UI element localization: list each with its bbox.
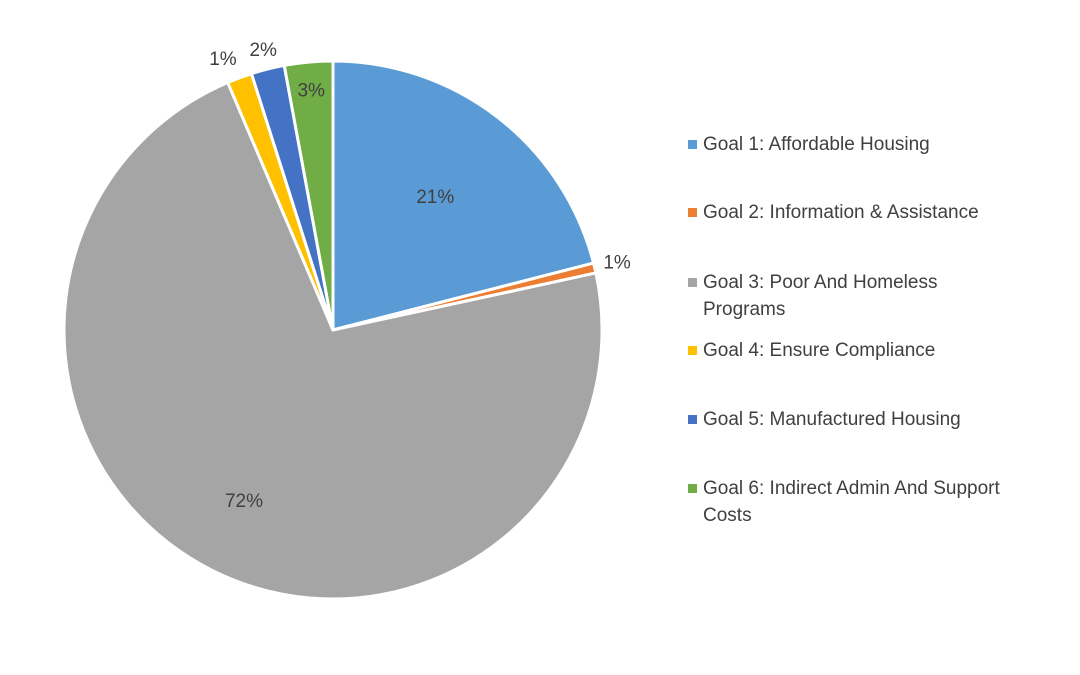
legend: Goal 1: Affordable Housing Goal 2: Inform… — [688, 134, 1001, 526]
slice-label-goal-4-ensure-compliance: 1% — [209, 49, 237, 70]
legend-item-goal-1-affordable-housing: Goal 1: Affordable Housing — [688, 134, 930, 155]
slice-label-goal-6-indirect-admin-and-support-costs: 3% — [297, 81, 325, 102]
legend-swatch — [688, 208, 697, 217]
legend-label: Goal 4: Ensure Compliance — [703, 340, 935, 361]
pie-slice-goal-1-affordable-housing — [331, 59, 596, 332]
pie-slices — [62, 59, 604, 601]
pie-slice-labels: 21% 1% 72% 1% 2% 3% — [209, 40, 631, 512]
legend-label: Goal 3: Poor And Homeless Programs — [703, 272, 937, 320]
legend-item-goal-6-indirect-admin-and-support-costs: Goal 6: Indirect Admin And Support Costs — [688, 478, 1001, 526]
slice-label-goal-1-affordable-housing: 21% — [416, 187, 454, 208]
legend-swatch — [688, 415, 697, 424]
slice-label-goal-2-information-assistance: 1% — [603, 253, 631, 274]
legend-label: Goal 1: Affordable Housing — [703, 134, 930, 155]
pie-slice-goal-6-indirect-admin-and-support-costs — [282, 59, 335, 332]
legend-label: Goal 2: Information & Assistance — [703, 202, 979, 223]
legend-item-goal-4-ensure-compliance: Goal 4: Ensure Compliance — [688, 340, 935, 361]
legend-swatch — [688, 278, 697, 287]
legend-item-goal-2-information-assistance: Goal 2: Information & Assistance — [688, 202, 979, 223]
legend-label: Goal 5: Manufactured Housing — [703, 409, 961, 430]
pie-slice-goal-3-poor-and-homeless-programs — [62, 80, 604, 601]
legend-swatch — [688, 140, 697, 149]
legend-item-goal-5-manufactured-housing: Goal 5: Manufactured Housing — [688, 409, 961, 430]
legend-swatch — [688, 484, 697, 493]
slice-label-goal-5-manufactured-housing: 2% — [249, 40, 277, 61]
legend-swatch — [688, 346, 697, 355]
legend-label: Goal 6: Indirect Admin And Support Costs — [703, 478, 1001, 526]
slice-label-goal-3-poor-and-homeless-programs: 72% — [225, 491, 263, 512]
legend-item-goal-3-poor-and-homeless-programs: Goal 3: Poor And Homeless Programs — [688, 272, 937, 320]
